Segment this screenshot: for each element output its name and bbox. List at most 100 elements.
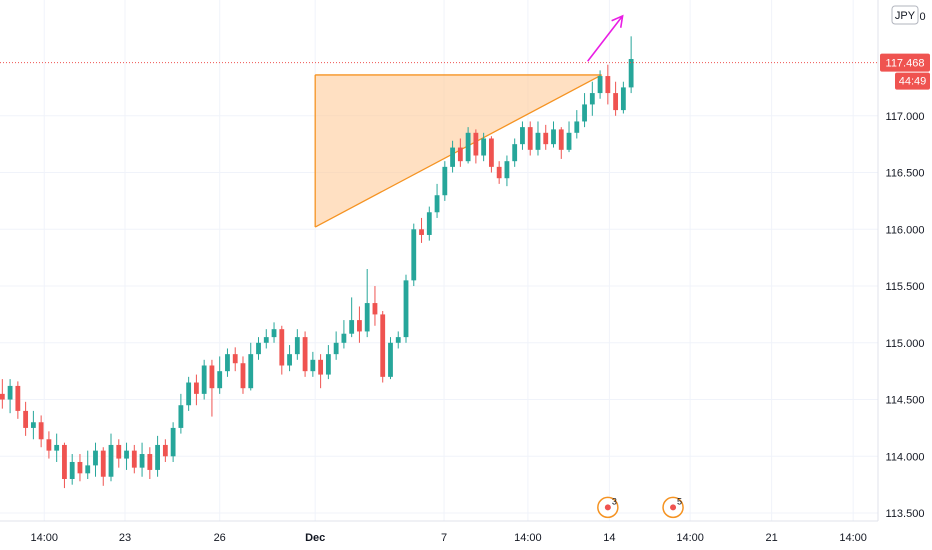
candle-body	[512, 144, 518, 162]
candle-body	[620, 87, 626, 111]
breakout-arrow-line[interactable]	[587, 15, 624, 62]
candle-body	[116, 444, 122, 459]
candle	[201, 359, 207, 400]
candle-body	[139, 454, 145, 468]
time-axis[interactable]: 14:00 23 26 Dec 7 14:00 14 14:00 21 14:00	[0, 520, 878, 544]
currency-text: JPY	[895, 10, 916, 22]
candle-body	[0, 393, 5, 400]
grid-lines	[0, 0, 878, 521]
x-tick-label: 14	[603, 532, 615, 544]
candle-body	[372, 303, 378, 315]
candle-body	[333, 342, 339, 355]
candle	[116, 439, 122, 468]
candle	[287, 345, 292, 372]
candle-body	[543, 132, 549, 145]
candle	[357, 306, 362, 343]
candle	[566, 121, 572, 153]
candle-body	[551, 129, 556, 145]
candle	[512, 138, 518, 167]
candle	[209, 359, 215, 417]
breakout-arrow-head[interactable]	[611, 14, 624, 28]
candle-body	[450, 147, 455, 167]
candle	[170, 422, 176, 462]
candle-body	[628, 59, 634, 88]
candle-body	[193, 382, 199, 394]
candle-body	[597, 76, 603, 94]
last-price-value: 117.468	[886, 58, 925, 70]
candle-body	[93, 450, 98, 466]
candle	[535, 121, 541, 156]
candle	[551, 121, 556, 148]
candle	[147, 447, 153, 480]
candle	[23, 401, 29, 436]
candle	[318, 354, 324, 389]
candle	[263, 329, 269, 349]
candle	[46, 431, 52, 459]
overlay-drawings[interactable]	[0, 14, 878, 64]
y-tick-label: 115.500	[886, 281, 925, 293]
candle-body	[426, 212, 432, 235]
bar-countdown: 44:49	[899, 76, 927, 88]
candle-body	[388, 342, 393, 377]
currency-label[interactable]: 1 0 JPY	[891, 5, 926, 25]
x-tick-label: 7	[441, 532, 447, 544]
last-price-tag: 117.468 44:49	[880, 53, 930, 90]
candle	[155, 435, 160, 477]
candle	[504, 155, 510, 187]
candle	[294, 329, 300, 360]
candle-body	[162, 444, 168, 457]
candle	[240, 356, 246, 394]
candle-body	[535, 132, 541, 150]
y-tick-label: 117.000	[886, 111, 925, 123]
event-marker[interactable]: 5	[662, 496, 684, 519]
x-tick-label: 14:00	[514, 532, 542, 544]
candle	[620, 81, 626, 114]
candle	[124, 442, 129, 470]
candle	[131, 444, 137, 474]
candle-body	[504, 161, 510, 179]
candle	[403, 274, 409, 343]
currency-badge[interactable]	[891, 5, 919, 25]
candle-body	[403, 280, 409, 338]
candle	[574, 110, 580, 139]
candle	[558, 127, 564, 159]
candle-body	[232, 354, 238, 364]
y-tick-label: 114.000	[886, 451, 925, 463]
candle-body	[496, 166, 502, 179]
candle-series	[0, 36, 634, 489]
candle	[325, 345, 331, 380]
candle	[62, 442, 67, 489]
candle	[193, 374, 199, 406]
candle	[473, 129, 479, 164]
x-tick-label: 26	[214, 532, 226, 544]
candle-body	[108, 444, 114, 477]
candle-body	[341, 333, 347, 343]
x-tick-label: 23	[119, 532, 131, 544]
candle-body	[100, 450, 106, 477]
candle-body	[201, 365, 207, 394]
candle-body	[364, 303, 370, 332]
candle	[605, 64, 611, 105]
candle-body	[395, 337, 401, 343]
candle	[481, 132, 487, 162]
candle-body	[178, 405, 184, 428]
candle	[411, 223, 417, 287]
candle-body	[287, 354, 292, 366]
candle	[465, 127, 471, 164]
candle	[108, 433, 114, 482]
candle	[256, 337, 261, 360]
price-axis[interactable]: 113.500 114.000 114.500 115.000 115.500 116.0…	[877, 0, 925, 521]
candle	[442, 161, 448, 201]
candle	[162, 439, 168, 462]
candle	[341, 320, 347, 349]
candle-body	[46, 439, 52, 451]
candle	[582, 93, 587, 128]
candle-body	[85, 465, 91, 474]
event-marker[interactable]: 3	[597, 496, 619, 519]
candle-body	[582, 104, 587, 122]
candle-body	[442, 166, 448, 196]
candle-body	[349, 320, 355, 334]
candle	[543, 124, 549, 150]
